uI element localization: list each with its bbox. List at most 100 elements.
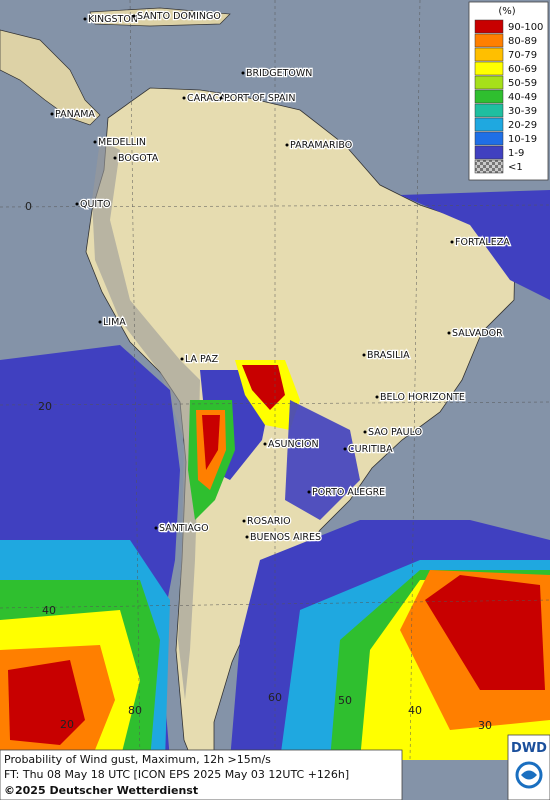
city-marker (362, 353, 366, 357)
city-marker (343, 447, 347, 451)
city-label: SALVADOR (452, 328, 503, 339)
city-label: LIMA (103, 317, 126, 328)
grid-line (0, 401, 550, 406)
grid-line (0, 599, 550, 609)
mountains (92, 140, 200, 700)
legend-title: (%) (498, 6, 515, 17)
legend-swatch (474, 75, 504, 90)
grid-label: 60 (268, 691, 282, 704)
legend-swatch (474, 117, 504, 132)
land (89, 7, 231, 27)
legend-label: 90-100 (508, 22, 543, 33)
city-label: SANTIAGO (159, 523, 209, 534)
city-marker (241, 71, 245, 75)
city-label: PANAMA (55, 109, 95, 120)
city-marker (375, 395, 379, 399)
city-label: SAO PAULO (368, 427, 422, 438)
legend-swatch (474, 47, 504, 62)
grid-label: 40 (408, 704, 422, 717)
city-marker (180, 357, 184, 361)
city-label: LA PAZ (185, 354, 219, 365)
legend-swatch (474, 159, 504, 174)
grid-label: 30 (478, 719, 492, 732)
probability-field (0, 190, 550, 760)
city-marker (285, 143, 289, 147)
legend-label: 80-89 (508, 36, 537, 47)
city-label: BELO HORIZONTE (380, 392, 465, 403)
city-label: MEDELLIN (98, 137, 146, 148)
field (285, 400, 360, 520)
city-marker (242, 519, 246, 523)
city-marker (132, 14, 136, 18)
legend-swatch (474, 19, 504, 34)
footer-box (0, 749, 403, 801)
legend-label: 20-29 (508, 120, 537, 131)
legend-swatch (474, 89, 504, 104)
legend-swatch (474, 61, 504, 76)
city-label: ROSARIO (247, 516, 291, 527)
city-label: KINGSTON (88, 14, 138, 25)
grid-label: 50 (338, 694, 352, 707)
city-label: SANTO DOMINGO (137, 11, 221, 22)
city-label: PORT OF SPAIN (224, 93, 295, 104)
city-label: PARAMARIBO (290, 140, 352, 151)
graticule (0, 0, 550, 761)
legend-label: 60-69 (508, 64, 537, 75)
city-label: PORTO ALEGRE (312, 487, 385, 498)
city-marker (98, 320, 102, 324)
grid-label: 40 (42, 604, 56, 617)
footer-forecast: FT: Thu 08 May 18 UTC [ICON EPS 2025 May… (4, 768, 349, 781)
legend-swatch (474, 103, 504, 118)
city-label: ASUNCION (268, 439, 319, 450)
legend-swatch (474, 145, 504, 160)
legend-label: <1 (508, 162, 523, 173)
legend-swatch (474, 33, 504, 48)
field (242, 365, 285, 410)
grid-line (129, 0, 141, 761)
grid-label: 0 (25, 200, 32, 213)
legend-label: 40-49 (508, 92, 537, 103)
city-marker (450, 240, 454, 244)
city-marker (307, 490, 311, 494)
grid-label: 20 (38, 400, 52, 413)
city-marker (219, 96, 223, 100)
city-label: CARACAS (187, 93, 232, 104)
field (8, 660, 85, 745)
grid-label: 20 (60, 718, 74, 731)
grid-label: 80 (128, 704, 142, 717)
footer-title: Probability of Wind gust, Maximum, 12h >… (4, 753, 271, 766)
city-label: BRASILIA (367, 350, 410, 361)
city-label: QUITO (80, 199, 111, 210)
legend: (%) 90-100 80-89 70-79 60-69 50-59 40-49 30-39 2… (468, 1, 549, 181)
city-marker (182, 96, 186, 100)
city-marker (245, 535, 249, 539)
city-label: BUENOS AIRES (250, 532, 321, 543)
logo-text: DWD (511, 741, 547, 756)
field (425, 575, 545, 690)
city-marker (113, 156, 117, 160)
field (202, 415, 220, 470)
city-label: FORTALEZA (455, 237, 510, 248)
grid-line (0, 204, 550, 208)
city-label: CURITIBA (348, 444, 393, 455)
city-marker (263, 442, 267, 446)
city-marker (50, 112, 54, 116)
field (400, 190, 550, 300)
footer-copyright: ©2025 Deutscher Wetterdienst (4, 784, 198, 797)
city-marker (363, 430, 367, 434)
grid-line (409, 0, 421, 761)
city-marker (447, 331, 451, 335)
logo-icon (515, 761, 543, 789)
city-label: BRIDGETOWN (246, 68, 312, 79)
labels: KINGSTON SANTO DOMINGOBRIDGETOWNCARACASPO… (25, 10, 511, 732)
city-label: BOGOTA (118, 153, 159, 164)
city-marker (93, 140, 97, 144)
legend-swatch (474, 131, 504, 146)
city-marker (83, 17, 87, 21)
city-marker (154, 526, 158, 530)
legend-label: 30-39 (508, 106, 537, 117)
legend-label: 1-9 (508, 148, 524, 159)
legend-label: 50-59 (508, 78, 537, 89)
